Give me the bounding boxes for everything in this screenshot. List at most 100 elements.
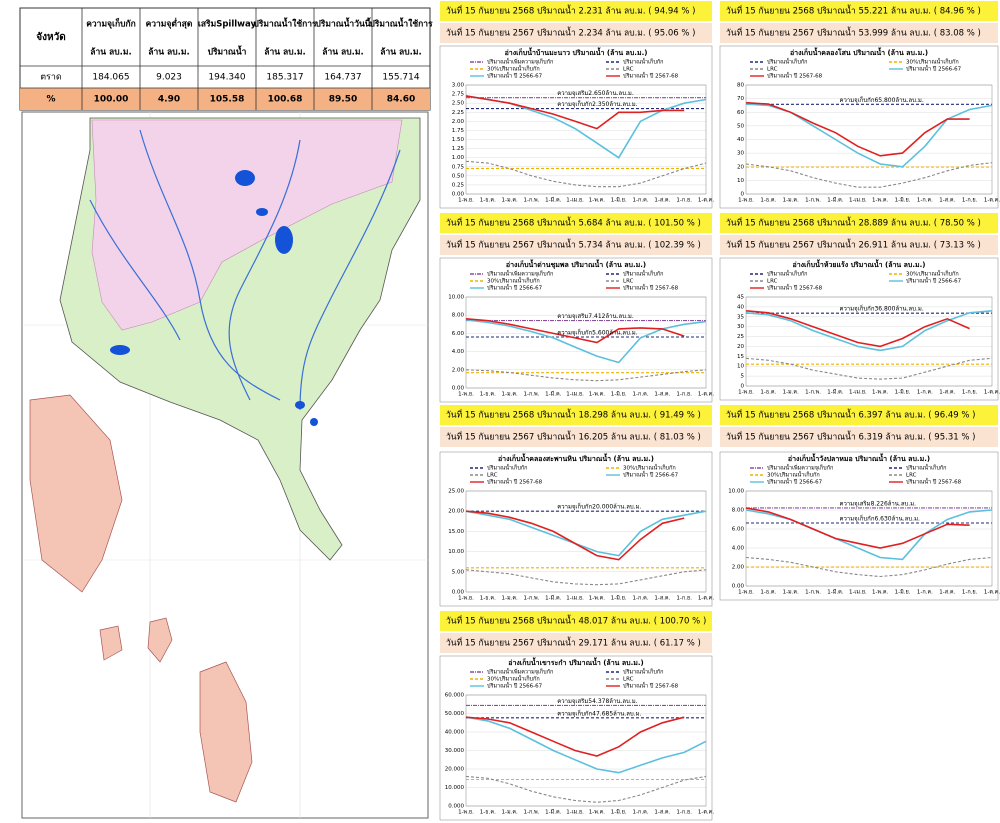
table-header: ปริมาณน้ำวันนี้ bbox=[315, 17, 371, 30]
x-tick-label: 1-มิ.ย. bbox=[611, 197, 627, 204]
table-unit: ปริมาณน้ำ bbox=[208, 45, 247, 58]
percent-row-bg bbox=[20, 88, 430, 110]
x-tick-label: 1-ต.ค. bbox=[698, 198, 714, 204]
y-tick-label: 0.000 bbox=[448, 804, 464, 810]
x-tick-label: 1-เม.ย. bbox=[566, 392, 584, 398]
x-tick-label: 1-พ.ค. bbox=[589, 596, 606, 602]
x-tick-label: 1-ธ.ค. bbox=[760, 589, 776, 596]
y-tick-label: 0.75 bbox=[452, 164, 465, 170]
legend-label: LRC bbox=[906, 473, 917, 479]
table-cell: ตราด bbox=[40, 73, 62, 83]
x-tick-label: 1-มี.ค. bbox=[545, 197, 562, 204]
annotation: ความจุเก็บกัก47.685ล้าน.ลบ.ม. bbox=[557, 708, 641, 717]
x-tick-label: 1-เม.ย. bbox=[566, 810, 584, 816]
y-tick-label: 15.00 bbox=[448, 529, 464, 535]
x-tick-label: 1-ก.ค. bbox=[917, 590, 933, 596]
chart-title: อ่างเก็บน้ำห้วยแร้ง ปริมาณน้ำ (ล้าน ลบ.ม… bbox=[792, 258, 925, 269]
table-unit: ล้าน ลบ.ม. bbox=[380, 47, 421, 58]
legend-label: LRC bbox=[623, 67, 634, 73]
x-tick-label: 1-ม.ค. bbox=[501, 810, 518, 816]
legend-label: ปริมาณน้ำเก็บกัก bbox=[906, 464, 946, 472]
legend-label: ปริมาณน้ำ ปี 2567-68 bbox=[623, 72, 679, 80]
y-tick-label: 20.000 bbox=[445, 767, 465, 773]
legend-label: ปริมาณน้ำ ปี 2567-68 bbox=[487, 478, 543, 486]
y-tick-label: 40 bbox=[737, 304, 744, 310]
legend-label: 30%ปริมาณน้ำเก็บกัก bbox=[487, 277, 540, 285]
table-cell: 4.90 bbox=[158, 95, 180, 105]
last-year-text: วันที่ 15 กันยายน 2567 ปริมาณน้ำ 6.319 ล… bbox=[726, 431, 975, 443]
series-line bbox=[465, 716, 685, 757]
island bbox=[147, 617, 173, 663]
x-tick-label: 1-ก.ย. bbox=[676, 810, 692, 816]
annotation: ความจุเสริม2.650ล้าน.ลบ.ม. bbox=[557, 90, 634, 97]
x-tick-label: 1-ต.ค. bbox=[698, 596, 714, 602]
series-line bbox=[465, 318, 685, 344]
legend-label: ปริมาณน้ำเพิ่มความจุเก็บกัก bbox=[767, 464, 833, 472]
series-line bbox=[465, 716, 707, 774]
x-tick-label: 1-ม.ค. bbox=[501, 596, 518, 602]
annotation: ความจุเก็บกัก65.800ล้าน.ลบ.ม. bbox=[839, 95, 923, 104]
x-tick-label: 1-ม.ค. bbox=[783, 390, 800, 396]
legend-label: ปริมาณน้ำเก็บกัก bbox=[767, 270, 807, 278]
plot-area bbox=[465, 84, 707, 195]
y-tick-label: 10.00 bbox=[448, 295, 464, 301]
legend-label: ปริมาณน้ำเก็บกัก bbox=[623, 270, 663, 278]
x-tick-label: 1-ธ.ค. bbox=[480, 197, 496, 204]
rivers bbox=[89, 129, 401, 411]
y-tick-label: 10.00 bbox=[448, 549, 464, 555]
x-tick-label: 1-พ.ย. bbox=[458, 810, 474, 816]
x-tick-label: 1-มี.ค. bbox=[545, 391, 562, 398]
y-tick-label: 70 bbox=[737, 96, 744, 102]
legend-label: ปริมาณน้ำเพิ่มความจุเก็บกัก bbox=[487, 668, 553, 676]
legend-label: ปริมาณน้ำ ปี 2567-68 bbox=[767, 72, 823, 80]
legend-label: 30%ปริมาณน้ำเก็บกัก bbox=[767, 471, 820, 479]
summary-table: จังหวัด ความจุเก็บกักล้าน ลบ.ม. ความจุต่ำส… bbox=[19, 7, 433, 111]
today-text: วันที่ 15 กันยายน 2568 ปริมาณน้ำ 55.221 … bbox=[726, 5, 981, 17]
series-line bbox=[465, 319, 707, 364]
series-line bbox=[745, 310, 970, 348]
reservoir-chart: อ่างเก็บน้ำวังปลาหมอ ปริมาณน้ำ (ล้าน ลบ.… bbox=[719, 451, 1000, 601]
table-cell: 100.68 bbox=[268, 95, 303, 105]
table-header: ความจุต่ำสุด bbox=[146, 17, 193, 30]
legend-label: LRC bbox=[623, 279, 634, 285]
today-bg bbox=[720, 405, 998, 425]
today-bg bbox=[440, 611, 712, 631]
x-tick-label: 1-พ.ค. bbox=[872, 198, 889, 204]
x-tick-label: 1-ก.พ. bbox=[523, 810, 539, 816]
x-tick-label: 1-ก.ย. bbox=[962, 590, 978, 596]
table-cell: 9.023 bbox=[156, 73, 182, 83]
annotation: ความจุเสริม54.378ล้าน.ลบ.ม. bbox=[557, 698, 638, 705]
x-tick-label: 1-ส.ค. bbox=[939, 589, 955, 596]
x-tick-label: 1-ต.ค. bbox=[984, 198, 1000, 204]
y-tick-label: 0.00 bbox=[452, 386, 465, 392]
x-tick-label: 1-ธ.ค. bbox=[760, 389, 776, 396]
chart-frame bbox=[719, 451, 999, 601]
x-tick-label: 1-มิ.ย. bbox=[895, 197, 911, 204]
last-year-bg bbox=[440, 235, 712, 255]
x-tick-label: 1-พ.ย. bbox=[738, 390, 754, 396]
legend-label: 30%ปริมาณน้ำเก็บกัก bbox=[487, 675, 540, 683]
y-tick-label: 8.00 bbox=[452, 313, 465, 319]
series-line bbox=[465, 510, 707, 557]
x-tick-label: 1-ก.ค. bbox=[917, 390, 933, 396]
y-tick-label: 50 bbox=[737, 123, 744, 129]
last-year-bg bbox=[720, 427, 998, 447]
series-line bbox=[465, 369, 707, 382]
x-tick-label: 1-ธ.ค. bbox=[480, 809, 496, 816]
series-line bbox=[745, 507, 970, 549]
x-tick-label: 1-ก.ค. bbox=[633, 596, 649, 602]
annotation: ความจุเก็บกัก6.630ล้าน.ลบ.ม. bbox=[839, 514, 920, 523]
last-year-text: วันที่ 15 กันยายน 2567 ปริมาณน้ำ 29.171 … bbox=[446, 637, 701, 649]
chart-frame bbox=[439, 451, 713, 607]
table-header: เสริมSpillway bbox=[198, 19, 257, 30]
x-tick-label: 1-ธ.ค. bbox=[760, 197, 776, 204]
x-tick-label: 1-มี.ค. bbox=[545, 595, 562, 602]
x-tick-label: 1-พ.ค. bbox=[872, 590, 889, 596]
legend-label: ปริมาณน้ำเพิ่มความจุเก็บกัก bbox=[487, 58, 553, 66]
x-tick-label: 1-ส.ค. bbox=[654, 809, 670, 816]
last-year-text: วันที่ 15 กันยายน 2567 ปริมาณน้ำ 2.234 ล… bbox=[446, 27, 695, 39]
x-tick-label: 1-พ.ค. bbox=[589, 392, 606, 398]
y-tick-label: 30.000 bbox=[445, 748, 465, 754]
annotation: ความจุเสริม8.226ล้าน.ลบ.ม. bbox=[839, 500, 916, 507]
